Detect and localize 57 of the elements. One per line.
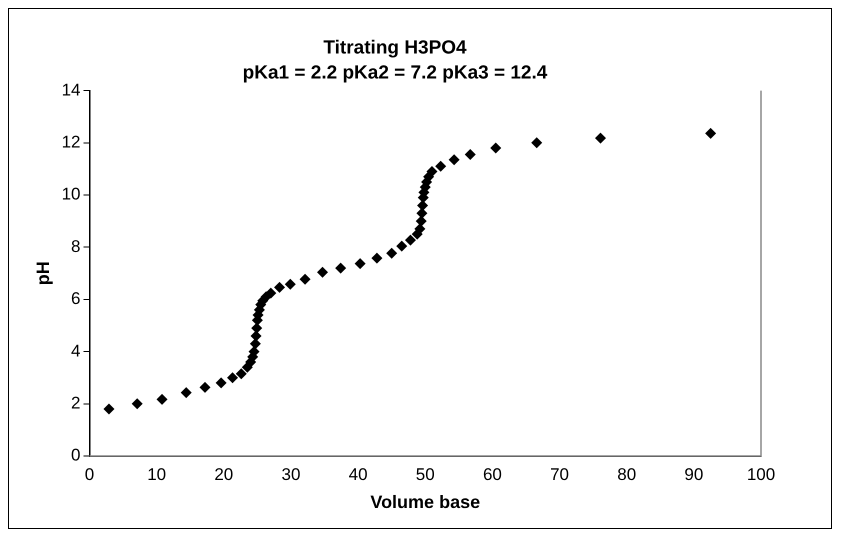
point bbox=[464, 149, 476, 160]
point bbox=[156, 394, 168, 405]
point bbox=[531, 137, 542, 148]
point bbox=[386, 248, 398, 259]
x-tick-label: 0 bbox=[84, 464, 94, 484]
x-tick-label: 40 bbox=[348, 464, 368, 484]
x-tick-label: 50 bbox=[416, 464, 435, 484]
x-tick-label: 20 bbox=[214, 464, 234, 484]
point bbox=[396, 240, 408, 252]
y-tick-label: 4 bbox=[71, 341, 81, 360]
point bbox=[251, 322, 262, 334]
point bbox=[490, 142, 502, 154]
point bbox=[417, 200, 428, 211]
point bbox=[416, 216, 427, 227]
point bbox=[354, 258, 366, 270]
point bbox=[103, 404, 114, 415]
y-tick-label: 0 bbox=[71, 446, 81, 465]
x-tick-label: 60 bbox=[482, 464, 502, 484]
point bbox=[448, 154, 460, 166]
point bbox=[426, 166, 438, 178]
point bbox=[200, 382, 211, 393]
point bbox=[317, 266, 328, 278]
point bbox=[300, 274, 311, 285]
x-tick-label: 100 bbox=[746, 464, 776, 484]
y-tick-label: 2 bbox=[71, 393, 81, 412]
point bbox=[274, 282, 286, 293]
point bbox=[416, 208, 428, 219]
point bbox=[227, 372, 238, 384]
y-tick-label: 14 bbox=[62, 80, 81, 100]
point bbox=[414, 223, 426, 234]
point bbox=[435, 160, 446, 172]
chart-title: Titrating H3PO4 bbox=[323, 38, 468, 59]
y-tick-label: 8 bbox=[71, 236, 81, 256]
chart-subtitle: pKa1 = 2.2 pKa2 = 7.2 pKa3 = 12.4 bbox=[242, 62, 548, 84]
y-tick-label: 6 bbox=[71, 289, 81, 308]
point bbox=[404, 234, 416, 246]
x-tick-label: 70 bbox=[550, 464, 570, 484]
point bbox=[335, 262, 346, 274]
point bbox=[132, 398, 143, 410]
y-axis-title: pH bbox=[32, 261, 53, 286]
point bbox=[216, 377, 227, 388]
point bbox=[371, 252, 382, 264]
x-tick-label: 30 bbox=[281, 464, 300, 484]
x-tick-label: 10 bbox=[147, 464, 166, 484]
point bbox=[705, 128, 716, 139]
y-tick-label: 12 bbox=[62, 132, 81, 152]
point bbox=[595, 132, 606, 144]
x-axis-title: Volume base bbox=[370, 492, 480, 512]
point bbox=[250, 338, 261, 350]
x-tick-label: 80 bbox=[617, 464, 636, 484]
y-tick-label: 10 bbox=[62, 184, 81, 204]
point bbox=[250, 330, 262, 342]
point bbox=[284, 278, 296, 290]
point bbox=[265, 288, 276, 299]
point bbox=[180, 387, 192, 398]
point bbox=[236, 368, 247, 380]
x-tick-label: 90 bbox=[684, 464, 704, 484]
